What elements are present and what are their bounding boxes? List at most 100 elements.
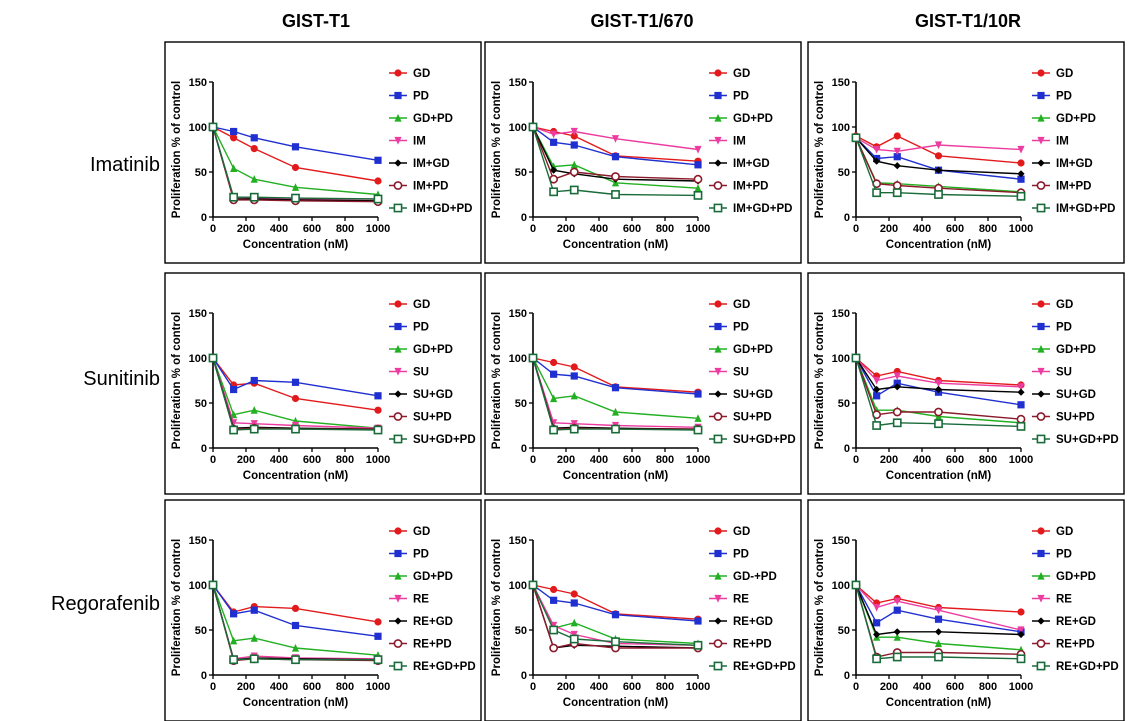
x-tick-label: 800 <box>656 681 674 693</box>
legend-marker <box>393 639 403 648</box>
x-tick-label: 600 <box>303 223 321 235</box>
legend-entry: IM+GD+PD <box>1032 203 1115 215</box>
x-tick-label: 0 <box>530 454 536 466</box>
data-point <box>934 141 943 150</box>
legend-marker <box>713 412 723 421</box>
legend-marker <box>714 571 722 580</box>
legend-marker <box>714 322 722 331</box>
series-GD+PD <box>209 580 382 659</box>
chart-panel-0-0: 0 50 100 150 0 200 400 600 800 1000 Concentration … <box>164 41 482 264</box>
panel-frame <box>807 272 1125 495</box>
legend-marker <box>714 69 722 77</box>
series-IM+GD+PD <box>851 133 1026 201</box>
x-tick-label: 200 <box>880 223 898 235</box>
x-tick-label: 800 <box>336 223 354 235</box>
data-point <box>373 194 383 204</box>
x-tick-label: 800 <box>656 454 674 466</box>
x-tick-label: 800 <box>656 223 674 235</box>
data-point <box>230 127 238 136</box>
x-tick-label: 400 <box>913 681 931 693</box>
y-tick-label: 150 <box>509 535 527 547</box>
series-line <box>532 357 698 430</box>
legend-marker <box>1037 69 1045 77</box>
legend-entry: RE+PD <box>389 639 452 651</box>
data-point <box>230 385 238 394</box>
data-point <box>611 190 620 199</box>
x-tick-label: 0 <box>530 681 536 693</box>
legend-label: RE+GD <box>1056 616 1096 628</box>
y-tick-label: 150 <box>832 535 850 547</box>
y-tick-label: 0 <box>844 670 850 682</box>
y-tick-label: 50 <box>195 398 207 410</box>
data-point <box>892 418 902 428</box>
data-point <box>934 166 943 174</box>
data-point <box>291 643 300 652</box>
x-tick-label: 600 <box>303 681 321 693</box>
y-tick-label: 50 <box>515 625 527 637</box>
data-point <box>1017 159 1025 167</box>
chart-panel-2-1: 0 50 100 150 0 200 400 600 800 1000 Concentration … <box>484 499 802 721</box>
y-tick-label: 100 <box>189 122 207 134</box>
legend-label: RE+GD+PD <box>733 661 796 673</box>
data-point <box>291 424 300 434</box>
panel-frame <box>484 41 802 264</box>
x-tick-label: 200 <box>237 223 255 235</box>
x-axis-label: Concentration (nM) <box>563 697 669 709</box>
column-title-gist-t1: GIST-T1 <box>282 11 350 31</box>
data-point <box>229 655 239 665</box>
y-tick-label: 0 <box>521 212 527 224</box>
data-point <box>611 384 620 392</box>
legend-marker <box>713 639 723 648</box>
x-tick-label: 0 <box>853 223 859 235</box>
legend-marker <box>1037 322 1045 331</box>
y-tick-label: 50 <box>838 398 850 410</box>
x-tick-label: 800 <box>979 681 997 693</box>
legend-marker <box>713 434 723 444</box>
x-tick-label: 1000 <box>686 223 710 235</box>
legend-entry: RE+GD <box>1032 616 1096 628</box>
y-tick-label: 150 <box>189 535 207 547</box>
y-tick-label: 50 <box>515 167 527 179</box>
legend-entry: IM+PD <box>1032 181 1091 193</box>
y-tick-label: 100 <box>509 580 527 592</box>
data-point <box>611 407 620 416</box>
data-point <box>851 580 861 590</box>
data-point <box>611 172 620 181</box>
legend-marker <box>394 549 402 558</box>
data-point <box>374 632 382 640</box>
chart-panel-0-1: 0 50 100 150 0 200 400 600 800 1000 Concentration … <box>484 41 802 264</box>
y-tick-label: 0 <box>201 212 207 224</box>
data-point <box>570 363 578 371</box>
x-tick-label: 800 <box>336 681 354 693</box>
legend-marker <box>394 159 402 167</box>
data-point <box>893 606 901 614</box>
x-tick-label: 800 <box>979 223 997 235</box>
series-line <box>532 357 699 430</box>
x-tick-label: 800 <box>979 454 997 466</box>
legend-label: PD <box>733 549 749 561</box>
data-point <box>230 610 238 618</box>
legend-marker <box>393 412 403 421</box>
data-point <box>1017 383 1025 391</box>
legend-marker <box>393 203 403 213</box>
data-point <box>550 394 558 403</box>
data-point <box>570 160 578 169</box>
legend-marker <box>714 594 722 603</box>
data-point <box>550 130 558 139</box>
data-point <box>374 156 382 164</box>
legend-entry: IM+GD+PD <box>389 203 472 215</box>
y-tick-label: 100 <box>189 580 207 592</box>
data-point <box>374 392 382 400</box>
data-point <box>934 652 943 662</box>
data-point <box>934 639 943 648</box>
legend-entry: GD <box>389 68 430 80</box>
legend-marker <box>1036 203 1046 213</box>
data-point <box>570 141 578 149</box>
data-point <box>550 370 558 378</box>
y-tick-label: 0 <box>844 443 850 455</box>
legend-marker <box>1036 181 1046 190</box>
x-axis-label: Concentration (nM) <box>243 697 349 709</box>
data-point <box>611 135 620 143</box>
x-tick-label: 200 <box>557 681 575 693</box>
